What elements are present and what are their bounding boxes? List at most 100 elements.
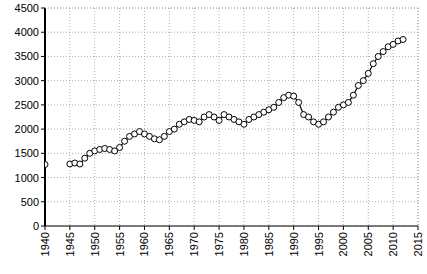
x-grid-line [243, 8, 244, 226]
point [321, 119, 327, 125]
x-tick-label: 1955 [114, 232, 126, 256]
y-grid-line [45, 153, 418, 154]
x-tick [194, 226, 195, 230]
y-tick-label: 3000 [15, 75, 39, 87]
x-tick-label: 1995 [313, 232, 325, 256]
x-tick-label: 1985 [263, 232, 275, 256]
point [345, 99, 351, 105]
x-grid-line [169, 8, 170, 226]
x-tick [69, 226, 70, 230]
y-tick-label: 0 [33, 220, 39, 232]
x-tick [293, 226, 294, 230]
point [306, 114, 312, 120]
x-tick-label: 1990 [288, 232, 300, 256]
y-tick-label: 4500 [15, 2, 39, 14]
y-tick-label: 1500 [15, 147, 39, 159]
x-tick [119, 226, 120, 230]
point [296, 99, 302, 105]
x-tick [169, 226, 170, 230]
point [400, 36, 406, 42]
x-tick [368, 226, 369, 230]
x-grid-line [268, 8, 269, 226]
x-tick-label: 2010 [387, 232, 399, 256]
point [370, 61, 376, 67]
x-axis-line [45, 226, 418, 227]
y-grid-line [45, 56, 418, 57]
point [276, 99, 282, 105]
x-tick [94, 226, 95, 230]
x-grid-line [144, 8, 145, 226]
y-tick-label: 4000 [15, 26, 39, 38]
x-grid-line [69, 8, 70, 226]
x-grid-line [343, 8, 344, 226]
y-grid-line [45, 8, 418, 9]
point [117, 145, 123, 151]
x-tick [243, 226, 244, 230]
point [77, 161, 83, 167]
x-tick-label: 2000 [337, 232, 349, 256]
x-grid-line [94, 8, 95, 226]
x-tick [219, 226, 220, 230]
x-tick-label: 1965 [163, 232, 175, 256]
y-grid-line [45, 104, 418, 105]
point [365, 70, 371, 76]
point [360, 78, 366, 84]
x-tick [418, 226, 419, 230]
point [350, 92, 356, 98]
point [291, 93, 297, 99]
x-grid-line [318, 8, 319, 226]
x-tick [268, 226, 269, 230]
point [122, 138, 128, 144]
y-tick-label: 500 [21, 196, 39, 208]
point [82, 155, 88, 161]
x-tick-label: 1980 [238, 232, 250, 256]
x-tick-label: 1945 [64, 232, 76, 256]
series [45, 36, 406, 167]
x-tick [144, 226, 145, 230]
point [355, 83, 361, 89]
y-grid-line [45, 129, 418, 130]
x-tick-label: 1970 [188, 232, 200, 256]
y-grid-line [45, 177, 418, 178]
x-tick-label: 2015 [412, 232, 424, 256]
point [325, 114, 331, 120]
y-tick-label: 2500 [15, 99, 39, 111]
point [330, 109, 336, 115]
point [216, 117, 222, 123]
frame-top [45, 8, 418, 9]
y-tick-label: 3500 [15, 50, 39, 62]
x-tick-label: 1975 [213, 232, 225, 256]
x-tick [393, 226, 394, 230]
point [196, 119, 202, 125]
y-axis-line [44, 8, 46, 226]
frame-right [418, 8, 419, 226]
chart: 0 500 1000 1500 2000 2500 3000 3500 4000 4500 1940… [0, 0, 427, 274]
x-grid-line [45, 8, 46, 226]
point [171, 126, 177, 132]
y-grid-line [45, 201, 418, 202]
point [241, 121, 247, 127]
grid [45, 8, 418, 226]
series-line [70, 39, 403, 164]
x-grid-line [393, 8, 394, 226]
x-grid-line [368, 8, 369, 226]
y-grid-line [45, 32, 418, 33]
x-tick [45, 226, 46, 230]
x-tick-label: 2005 [362, 232, 374, 256]
point [375, 53, 381, 59]
x-grid-line [293, 8, 294, 226]
y-tick-label: 1000 [15, 172, 39, 184]
x-tick [343, 226, 344, 230]
axes: 0 500 1000 1500 2000 2500 3000 3500 4000 4500 1940… [15, 2, 424, 256]
x-tick [318, 226, 319, 230]
point [380, 49, 386, 55]
point [161, 133, 167, 139]
x-tick-label: 1960 [138, 232, 150, 256]
chart-container: 0 500 1000 1500 2000 2500 3000 3500 4000 4500 1940… [0, 0, 427, 274]
y-grid-line [45, 226, 418, 227]
point [271, 104, 277, 110]
x-tick-label: 1950 [89, 232, 101, 256]
x-tick-label: 1940 [39, 232, 51, 256]
x-grid-line [119, 8, 120, 226]
x-grid-line [418, 8, 419, 226]
